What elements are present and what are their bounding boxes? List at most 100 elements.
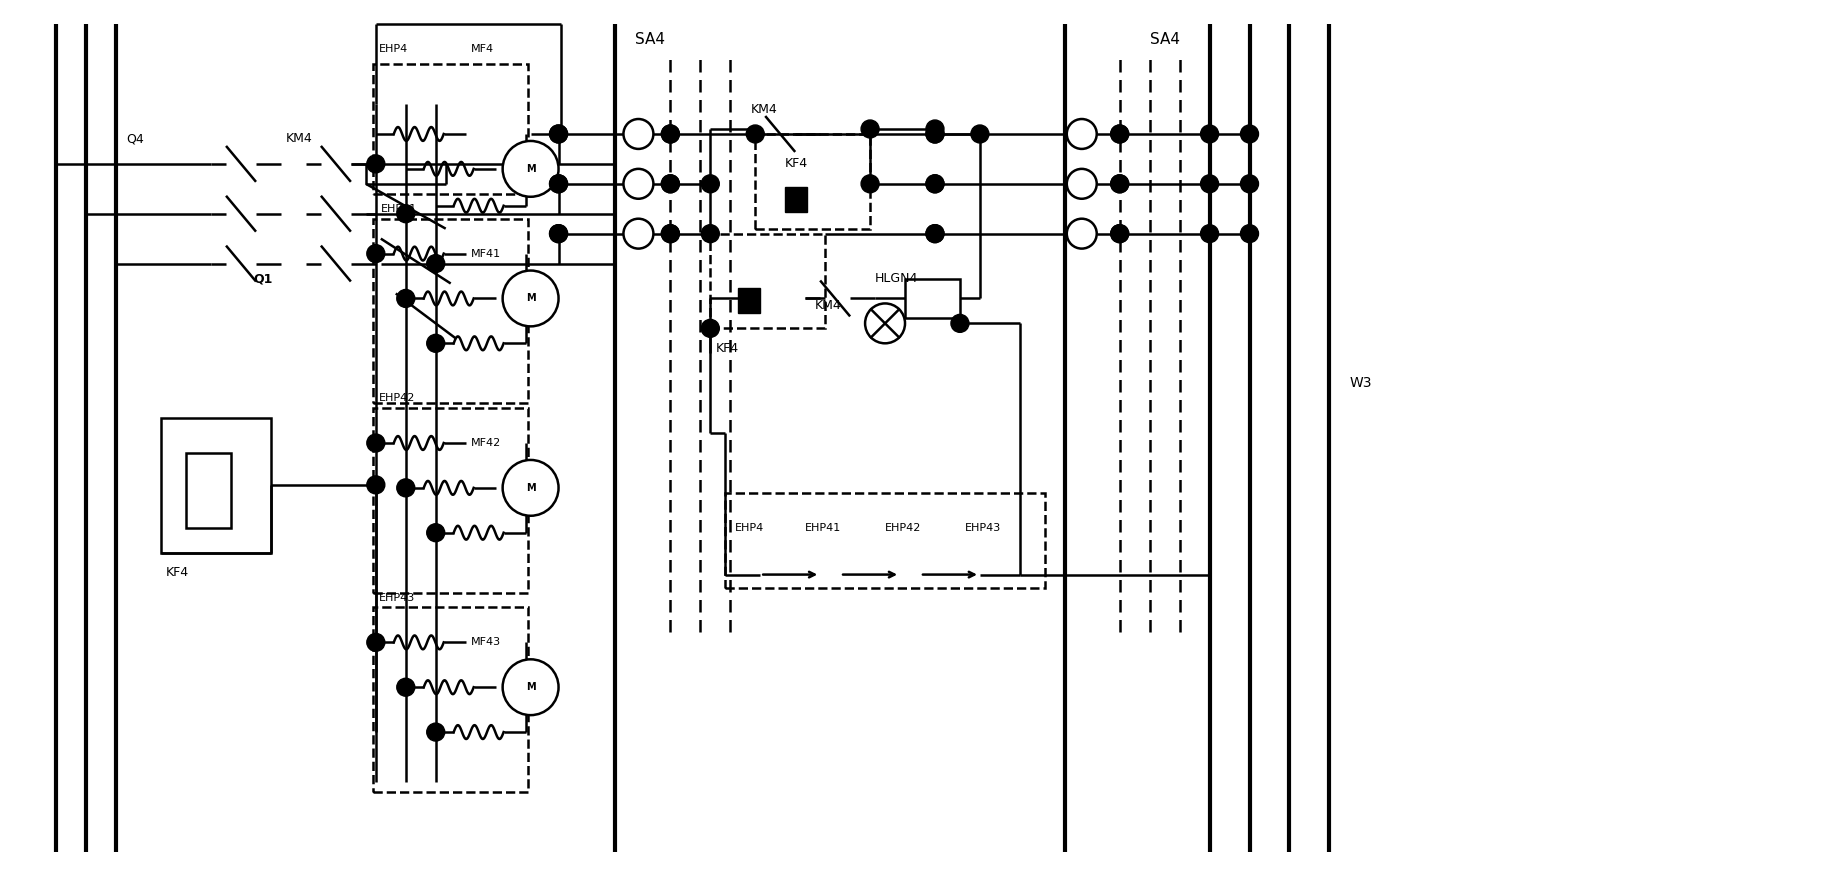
Circle shape bbox=[503, 660, 558, 715]
Circle shape bbox=[1201, 175, 1219, 192]
Text: M: M bbox=[525, 293, 536, 304]
Text: KM4: KM4 bbox=[816, 299, 842, 312]
Circle shape bbox=[866, 304, 904, 343]
Text: KF4: KF4 bbox=[715, 342, 739, 355]
Circle shape bbox=[927, 125, 943, 143]
Text: EHP43: EHP43 bbox=[379, 592, 414, 602]
Circle shape bbox=[396, 678, 414, 696]
Circle shape bbox=[927, 175, 943, 192]
Bar bbox=[726, 493, 1044, 587]
Circle shape bbox=[1111, 175, 1129, 192]
Text: KM4: KM4 bbox=[750, 102, 777, 116]
Circle shape bbox=[927, 224, 943, 243]
Circle shape bbox=[702, 224, 720, 243]
Bar bbox=[372, 219, 527, 404]
Circle shape bbox=[367, 434, 385, 452]
Bar bbox=[904, 278, 960, 319]
Text: SA4: SA4 bbox=[635, 32, 665, 47]
Circle shape bbox=[746, 125, 764, 143]
Circle shape bbox=[549, 175, 567, 192]
Text: M: M bbox=[525, 164, 536, 174]
Circle shape bbox=[950, 314, 969, 332]
Circle shape bbox=[1111, 224, 1129, 243]
Circle shape bbox=[549, 224, 567, 243]
Circle shape bbox=[503, 141, 558, 197]
Text: Q4: Q4 bbox=[127, 132, 144, 146]
Circle shape bbox=[1240, 175, 1258, 192]
Circle shape bbox=[1201, 125, 1219, 143]
Circle shape bbox=[661, 125, 680, 143]
Text: MF43: MF43 bbox=[472, 638, 501, 647]
Bar bbox=[160, 418, 271, 553]
Text: EHP4: EHP4 bbox=[735, 523, 764, 532]
Text: M: M bbox=[525, 683, 536, 692]
Circle shape bbox=[1067, 169, 1096, 199]
Circle shape bbox=[860, 120, 879, 138]
Circle shape bbox=[367, 155, 385, 173]
Text: KM4: KM4 bbox=[286, 132, 313, 146]
Text: Q1: Q1 bbox=[252, 272, 273, 285]
Circle shape bbox=[661, 175, 680, 192]
Circle shape bbox=[396, 479, 414, 497]
Circle shape bbox=[427, 254, 444, 273]
Circle shape bbox=[549, 224, 567, 243]
Circle shape bbox=[503, 270, 558, 327]
Text: W3: W3 bbox=[1350, 376, 1372, 390]
Circle shape bbox=[1111, 175, 1129, 192]
Circle shape bbox=[1201, 224, 1219, 243]
Circle shape bbox=[1067, 219, 1096, 249]
Circle shape bbox=[549, 125, 567, 143]
Circle shape bbox=[549, 175, 567, 192]
Circle shape bbox=[661, 175, 680, 192]
Circle shape bbox=[1111, 125, 1129, 143]
Text: EHP42: EHP42 bbox=[379, 393, 414, 404]
Text: MF4: MF4 bbox=[472, 44, 494, 54]
Circle shape bbox=[427, 723, 444, 741]
Circle shape bbox=[503, 460, 558, 516]
Circle shape bbox=[1240, 125, 1258, 143]
Bar bbox=[372, 64, 527, 193]
Circle shape bbox=[1111, 125, 1129, 143]
Circle shape bbox=[927, 120, 943, 138]
Text: EHP41: EHP41 bbox=[381, 204, 416, 214]
Text: EHP41: EHP41 bbox=[805, 523, 842, 532]
Circle shape bbox=[1067, 119, 1096, 149]
Bar bbox=[372, 608, 527, 792]
Text: HLGN4: HLGN4 bbox=[875, 272, 919, 285]
Circle shape bbox=[623, 219, 654, 249]
Text: MF42: MF42 bbox=[472, 438, 501, 448]
Text: MF41: MF41 bbox=[472, 249, 501, 259]
Text: EHP42: EHP42 bbox=[884, 523, 921, 532]
Bar bbox=[711, 234, 825, 328]
Circle shape bbox=[427, 524, 444, 541]
Bar bbox=[755, 134, 869, 229]
Circle shape bbox=[623, 119, 654, 149]
Text: EHP4: EHP4 bbox=[379, 44, 409, 54]
Circle shape bbox=[661, 224, 680, 243]
Circle shape bbox=[702, 320, 720, 337]
Bar bbox=[186, 453, 230, 528]
Text: KF4: KF4 bbox=[785, 157, 809, 170]
Circle shape bbox=[1240, 224, 1258, 243]
Bar bbox=[739, 289, 761, 313]
Circle shape bbox=[927, 224, 943, 243]
Circle shape bbox=[661, 224, 680, 243]
Text: EHP43: EHP43 bbox=[965, 523, 1002, 532]
Circle shape bbox=[971, 125, 989, 143]
Text: SA4: SA4 bbox=[1149, 32, 1179, 47]
Circle shape bbox=[927, 175, 943, 192]
Circle shape bbox=[427, 335, 444, 352]
Circle shape bbox=[702, 175, 720, 192]
Circle shape bbox=[396, 290, 414, 307]
Circle shape bbox=[367, 633, 385, 652]
Circle shape bbox=[661, 125, 680, 143]
Circle shape bbox=[623, 169, 654, 199]
Circle shape bbox=[367, 245, 385, 262]
Circle shape bbox=[396, 205, 414, 223]
Bar bbox=[372, 408, 527, 592]
Text: KF4: KF4 bbox=[166, 566, 190, 579]
Circle shape bbox=[860, 175, 879, 192]
Circle shape bbox=[1111, 224, 1129, 243]
Text: M: M bbox=[525, 483, 536, 493]
Bar bbox=[785, 187, 807, 212]
